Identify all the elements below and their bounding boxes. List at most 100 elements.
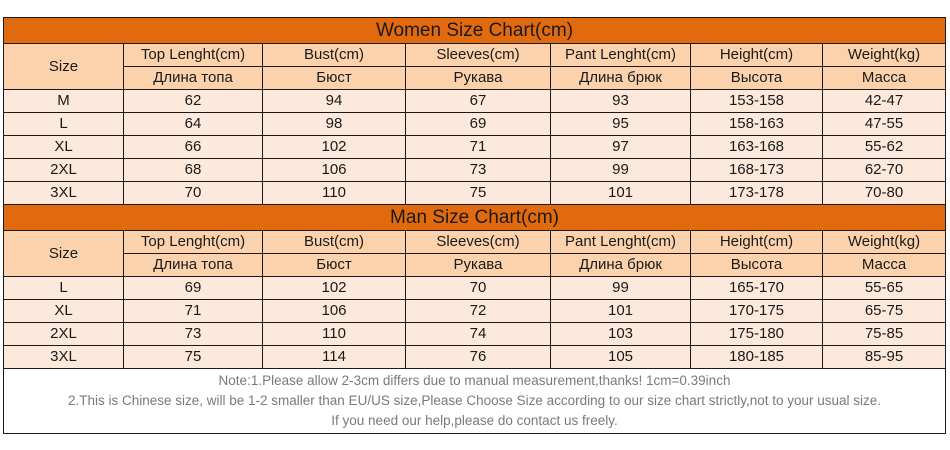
value-cell: 69 (123, 276, 263, 300)
women-header-row-en: Size Top Lenght(cm) Bust(cm) Sleeves(cm) Pan… (3, 43, 947, 90)
column-header-en: Pant Lenght(cm) (550, 43, 691, 67)
value-cell: 97 (550, 135, 691, 159)
column-header-en: Weight(kg) (821, 230, 947, 254)
column-header-en: Weight(kg) (821, 43, 947, 67)
column-header-ru: Длина топа (123, 66, 263, 90)
column-header-en: Top Lenght(cm) (123, 230, 263, 254)
column-header-en: Top Lenght(cm) (123, 43, 263, 67)
value-cell: 65-75 (821, 299, 947, 323)
man-title-row: Man Size Chart(cm) (2, 204, 947, 231)
man-header-row-en: Size Top Lenght(cm) Bust(cm) Sleeves(cm) Pan… (3, 230, 947, 277)
column-header-ru: Бюст (262, 66, 406, 90)
value-cell: 102 (262, 135, 406, 159)
value-cell: 47-55 (821, 112, 947, 136)
value-cell: 75 (405, 181, 551, 205)
value-cell: 110 (262, 181, 406, 205)
value-cell: 71 (123, 299, 263, 323)
column-header-ru: Бюст (262, 253, 406, 277)
column-header-ru: Рукава (405, 253, 551, 277)
value-cell: 85-95 (821, 345, 947, 369)
value-cell: 74 (405, 322, 551, 346)
man-size-row: XL 71 106 72 101 170-175 65-75 (3, 299, 947, 323)
value-cell: 62 (123, 89, 263, 113)
man-size-row: 3XL 75 114 76 105 180-185 85-95 (3, 345, 947, 369)
column-header-en: Height(cm) (690, 43, 823, 67)
value-cell: 66 (123, 135, 263, 159)
value-cell: 99 (550, 276, 691, 300)
value-cell: 114 (262, 345, 406, 369)
value-cell: 67 (405, 89, 551, 113)
man-size-row: 2XL 73 110 74 103 175-180 75-85 (3, 322, 947, 346)
column-header-en: Sleeves(cm) (405, 230, 551, 254)
value-cell: 110 (262, 322, 406, 346)
size-cell: 3XL (3, 181, 124, 205)
column-header-ru: Рукава (405, 66, 551, 90)
column-header-en: Pant Lenght(cm) (550, 230, 691, 254)
column-header-ru: Длина топа (123, 253, 263, 277)
size-cell: M (3, 89, 124, 113)
column-header-ru: Высота (690, 66, 823, 90)
women-size-row: L 64 98 69 95 158-163 47-55 (3, 112, 947, 136)
value-cell: 106 (262, 158, 406, 182)
value-cell: 101 (550, 299, 691, 323)
value-cell: 105 (550, 345, 691, 369)
value-cell: 165-170 (690, 276, 823, 300)
value-cell: 95 (550, 112, 691, 136)
size-cell: XL (3, 299, 124, 323)
size-cell: 2XL (3, 322, 124, 346)
value-cell: 75 (123, 345, 263, 369)
value-cell: 75-85 (821, 322, 947, 346)
note-line: If you need our help,please do contact u… (331, 413, 618, 428)
value-cell: 55-65 (821, 276, 947, 300)
value-cell: 153-158 (690, 89, 823, 113)
value-cell: 168-173 (690, 158, 823, 182)
value-cell: 103 (550, 322, 691, 346)
value-cell: 42-47 (821, 89, 947, 113)
women-header-row-ru: Длина топа Бюст Рукава Длина брюк Высота Масс… (4, 66, 947, 90)
value-cell: 69 (405, 112, 551, 136)
value-cell: 175-180 (690, 322, 823, 346)
note-line: 2.This is Chinese size, will be 1-2 smal… (67, 393, 882, 408)
value-cell: 170-175 (690, 299, 823, 323)
man-header-row-ru: Длина топа Бюст Рукава Длина брюк Высота Масс… (4, 253, 947, 277)
value-cell: 70 (405, 276, 551, 300)
value-cell: 73 (405, 158, 551, 182)
man-size-header: Size (3, 230, 124, 277)
size-cell: L (3, 276, 124, 300)
women-chart-title: Women Size Chart(cm) (2, 17, 947, 44)
women-size-row: 2XL 68 106 73 99 168-173 62-70 (3, 158, 947, 182)
size-chart-table: Women Size Chart(cm) Size Top Lenght(cm) Bu… (2, 17, 947, 434)
women-size-header: Size (3, 43, 124, 90)
value-cell: 163-168 (690, 135, 823, 159)
value-cell: 158-163 (690, 112, 823, 136)
value-cell: 70-80 (821, 181, 947, 205)
size-cell: L (3, 112, 124, 136)
value-cell: 68 (123, 158, 263, 182)
women-size-row: 3XL 70 110 75 101 173-178 70-80 (3, 181, 947, 205)
value-cell: 62-70 (821, 158, 947, 182)
value-cell: 72 (405, 299, 551, 323)
women-title-row: Women Size Chart(cm) (2, 17, 947, 44)
column-header-ru: Длина брюк (550, 66, 691, 90)
column-header-en: Bust(cm) (262, 230, 406, 254)
value-cell: 173-178 (690, 181, 823, 205)
column-header-ru: Масса (821, 66, 947, 90)
value-cell: 73 (123, 322, 263, 346)
value-cell: 76 (405, 345, 551, 369)
value-cell: 180-185 (690, 345, 823, 369)
column-header-ru: Высота (690, 253, 823, 277)
value-cell: 106 (262, 299, 406, 323)
column-header-ru: Длина брюк (550, 253, 691, 277)
man-chart-title: Man Size Chart(cm) (2, 204, 947, 231)
column-header-en: Sleeves(cm) (405, 43, 551, 67)
value-cell: 71 (405, 135, 551, 159)
value-cell: 98 (262, 112, 406, 136)
women-size-row: M 62 94 67 93 153-158 42-47 (3, 89, 947, 113)
column-header-en: Height(cm) (690, 230, 823, 254)
notes-box: Note:1.Please allow 2-3cm differs due to… (2, 368, 947, 434)
value-cell: 64 (123, 112, 263, 136)
column-header-en: Bust(cm) (262, 43, 406, 67)
size-cell: 3XL (3, 345, 124, 369)
value-cell: 99 (550, 158, 691, 182)
column-header-ru: Масса (821, 253, 947, 277)
